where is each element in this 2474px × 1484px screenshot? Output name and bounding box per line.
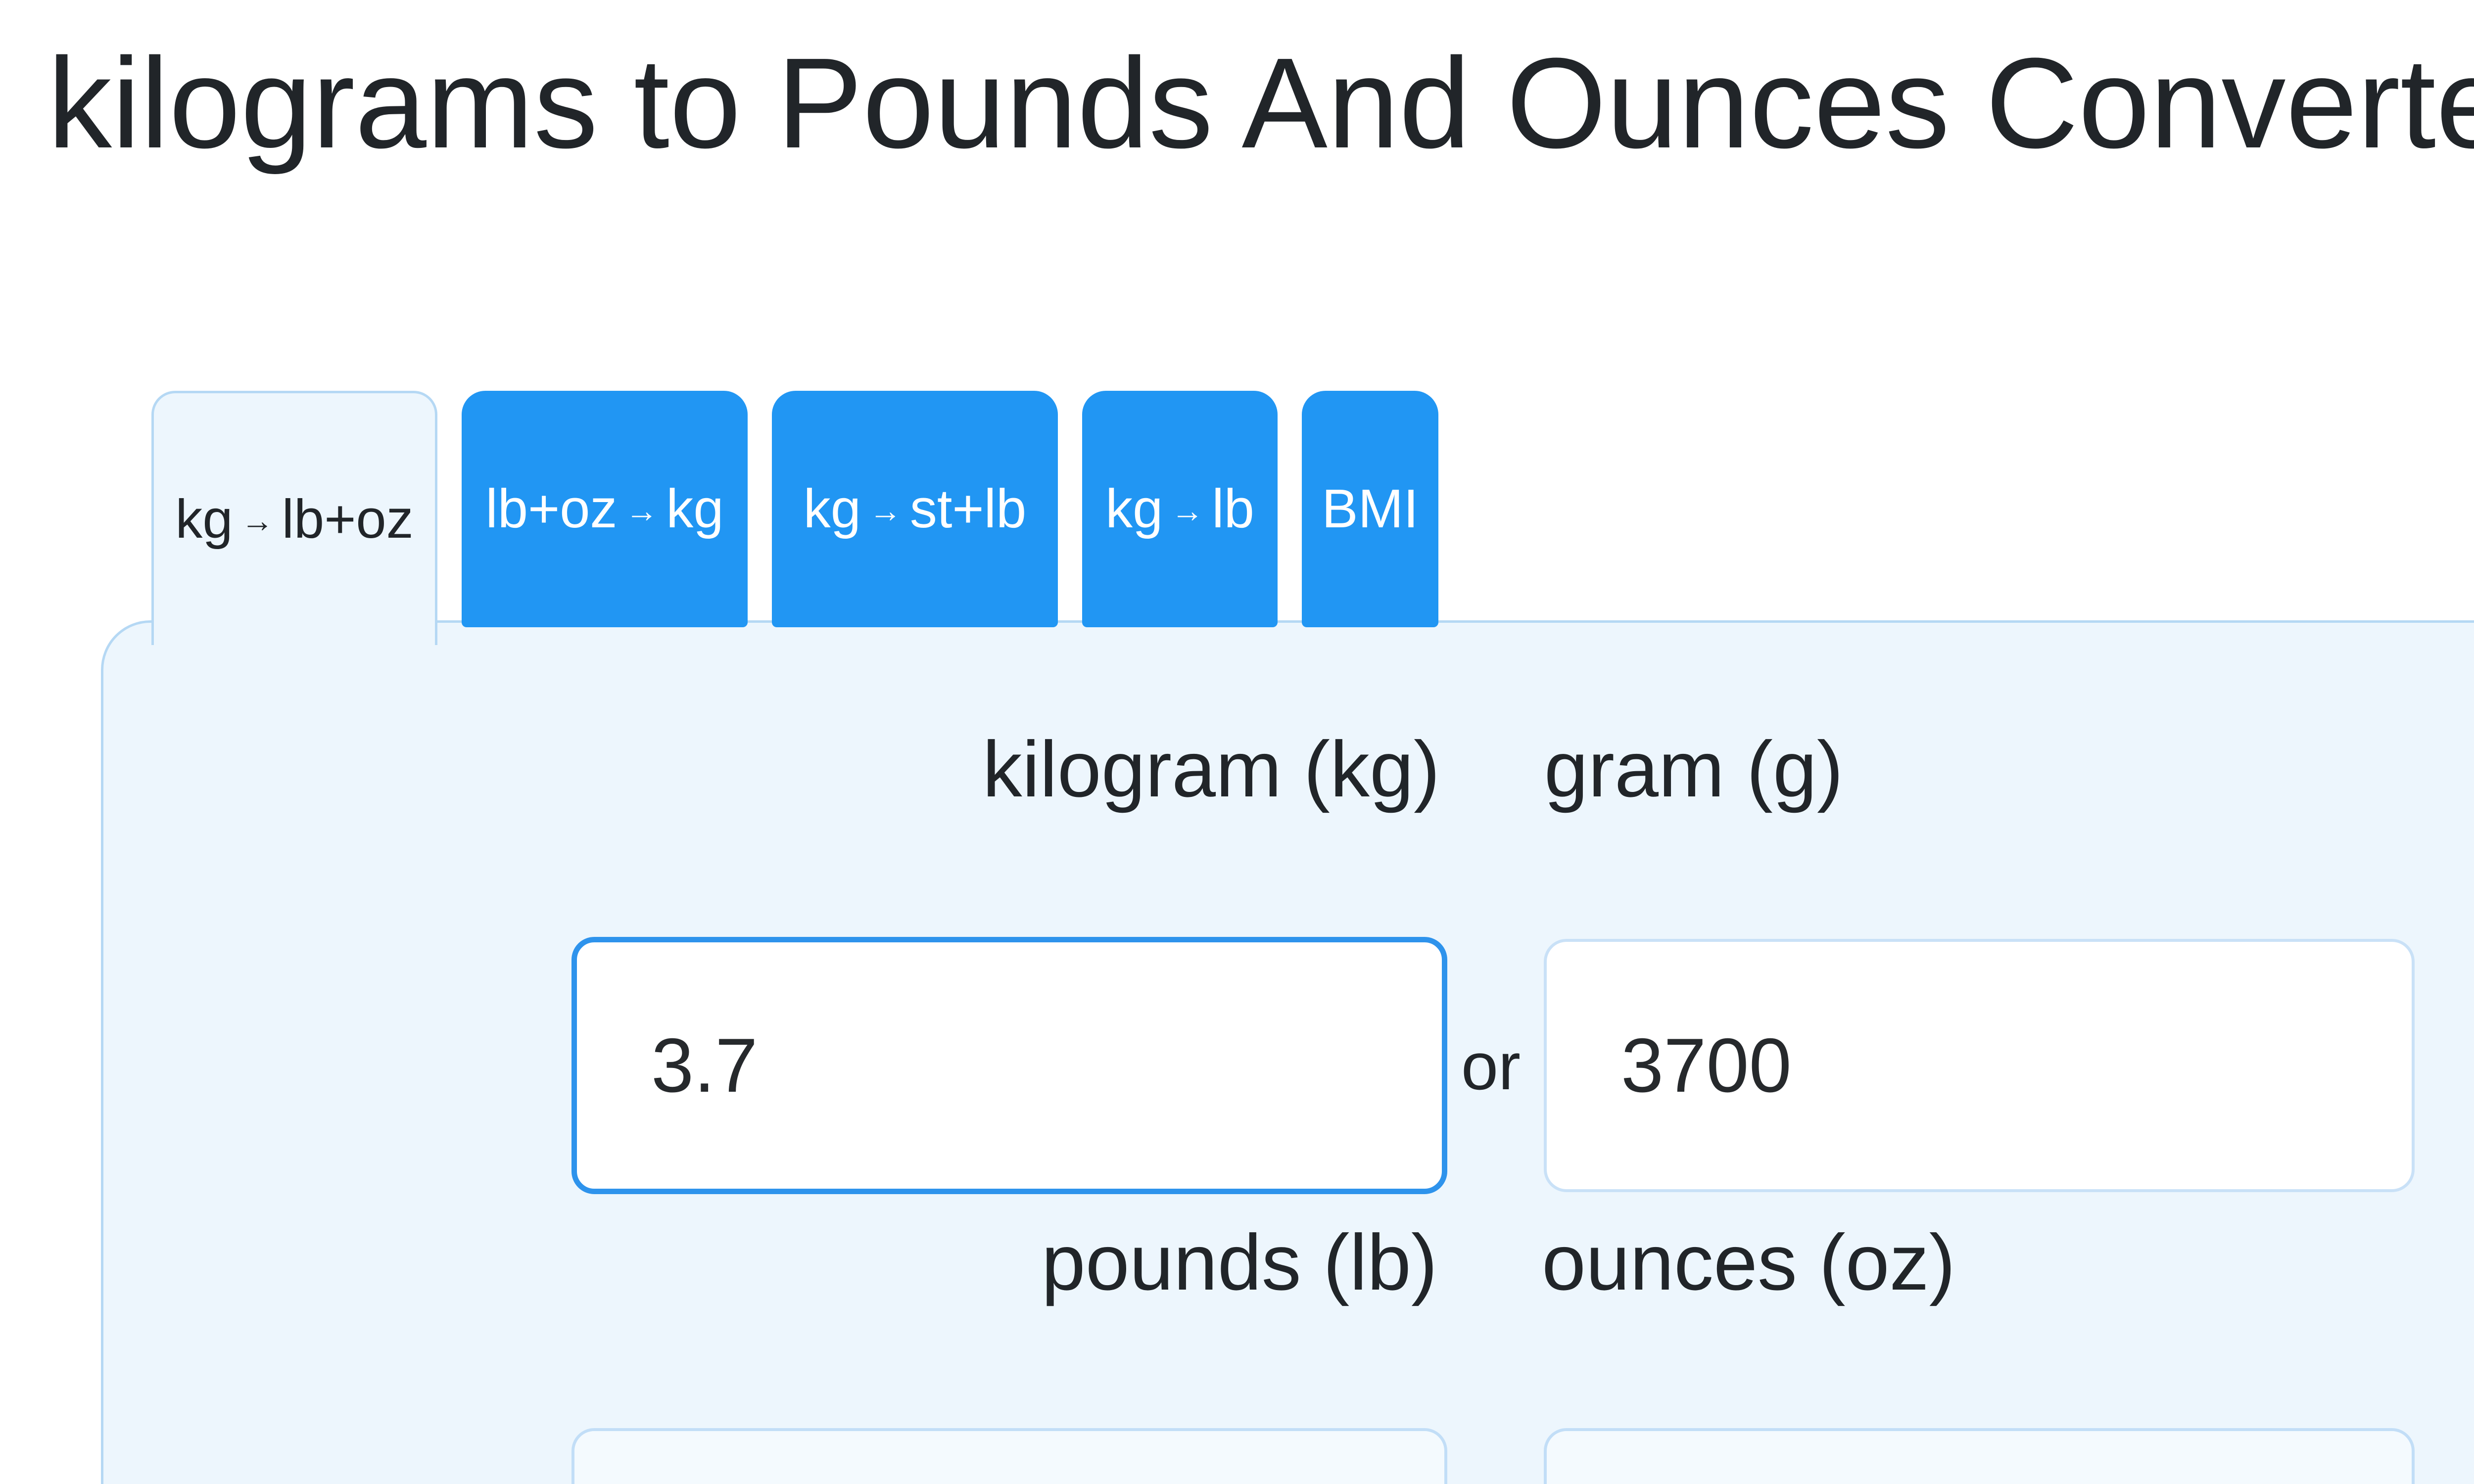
tab-bar: kg → lb+oz lb+oz → kg kg → st+lb kg → lb BMI [151,391,1438,645]
gram-input[interactable] [1544,939,2415,1192]
arrow-right-icon: → [869,492,902,529]
ounces-label: ounces (oz) [1542,1218,1955,1306]
tab-label-to: lb [1212,478,1254,539]
tab-label-from: kg [803,478,861,539]
tab-label-from: kg [175,488,233,550]
tab-bmi[interactable]: BMI [1302,391,1438,627]
arrow-right-icon: → [241,502,274,539]
tab-kg-to-lb[interactable]: kg → lb [1082,391,1278,627]
tab-kg-to-st-lb[interactable]: kg → st+lb [772,391,1058,627]
kilogram-label: kilogram (kg) [982,725,1440,813]
tab-lb-oz-to-kg[interactable]: lb+oz → kg [462,391,748,627]
or-separator: or [1461,1029,1521,1104]
tab-label-to: st+lb [909,478,1027,539]
page-title: kilograms to Pounds And Ounces Converter [48,32,2474,175]
pounds-input[interactable] [571,1428,1447,1484]
arrow-right-icon: → [1171,492,1204,529]
arrow-right-icon: → [625,492,658,529]
tab-label: BMI [1322,478,1419,539]
kilogram-input[interactable] [571,937,1447,1194]
gram-label: gram (g) [1544,725,1844,813]
tab-kg-to-lb-oz[interactable]: kg → lb+oz [151,391,437,645]
tab-label-from: lb+oz [485,478,618,539]
pounds-label: pounds (lb) [1041,1218,1438,1306]
tab-label-to: lb+oz [282,488,414,550]
ounces-input[interactable] [1544,1428,2415,1484]
tab-label-from: kg [1105,478,1163,539]
tab-label-to: kg [666,478,724,539]
